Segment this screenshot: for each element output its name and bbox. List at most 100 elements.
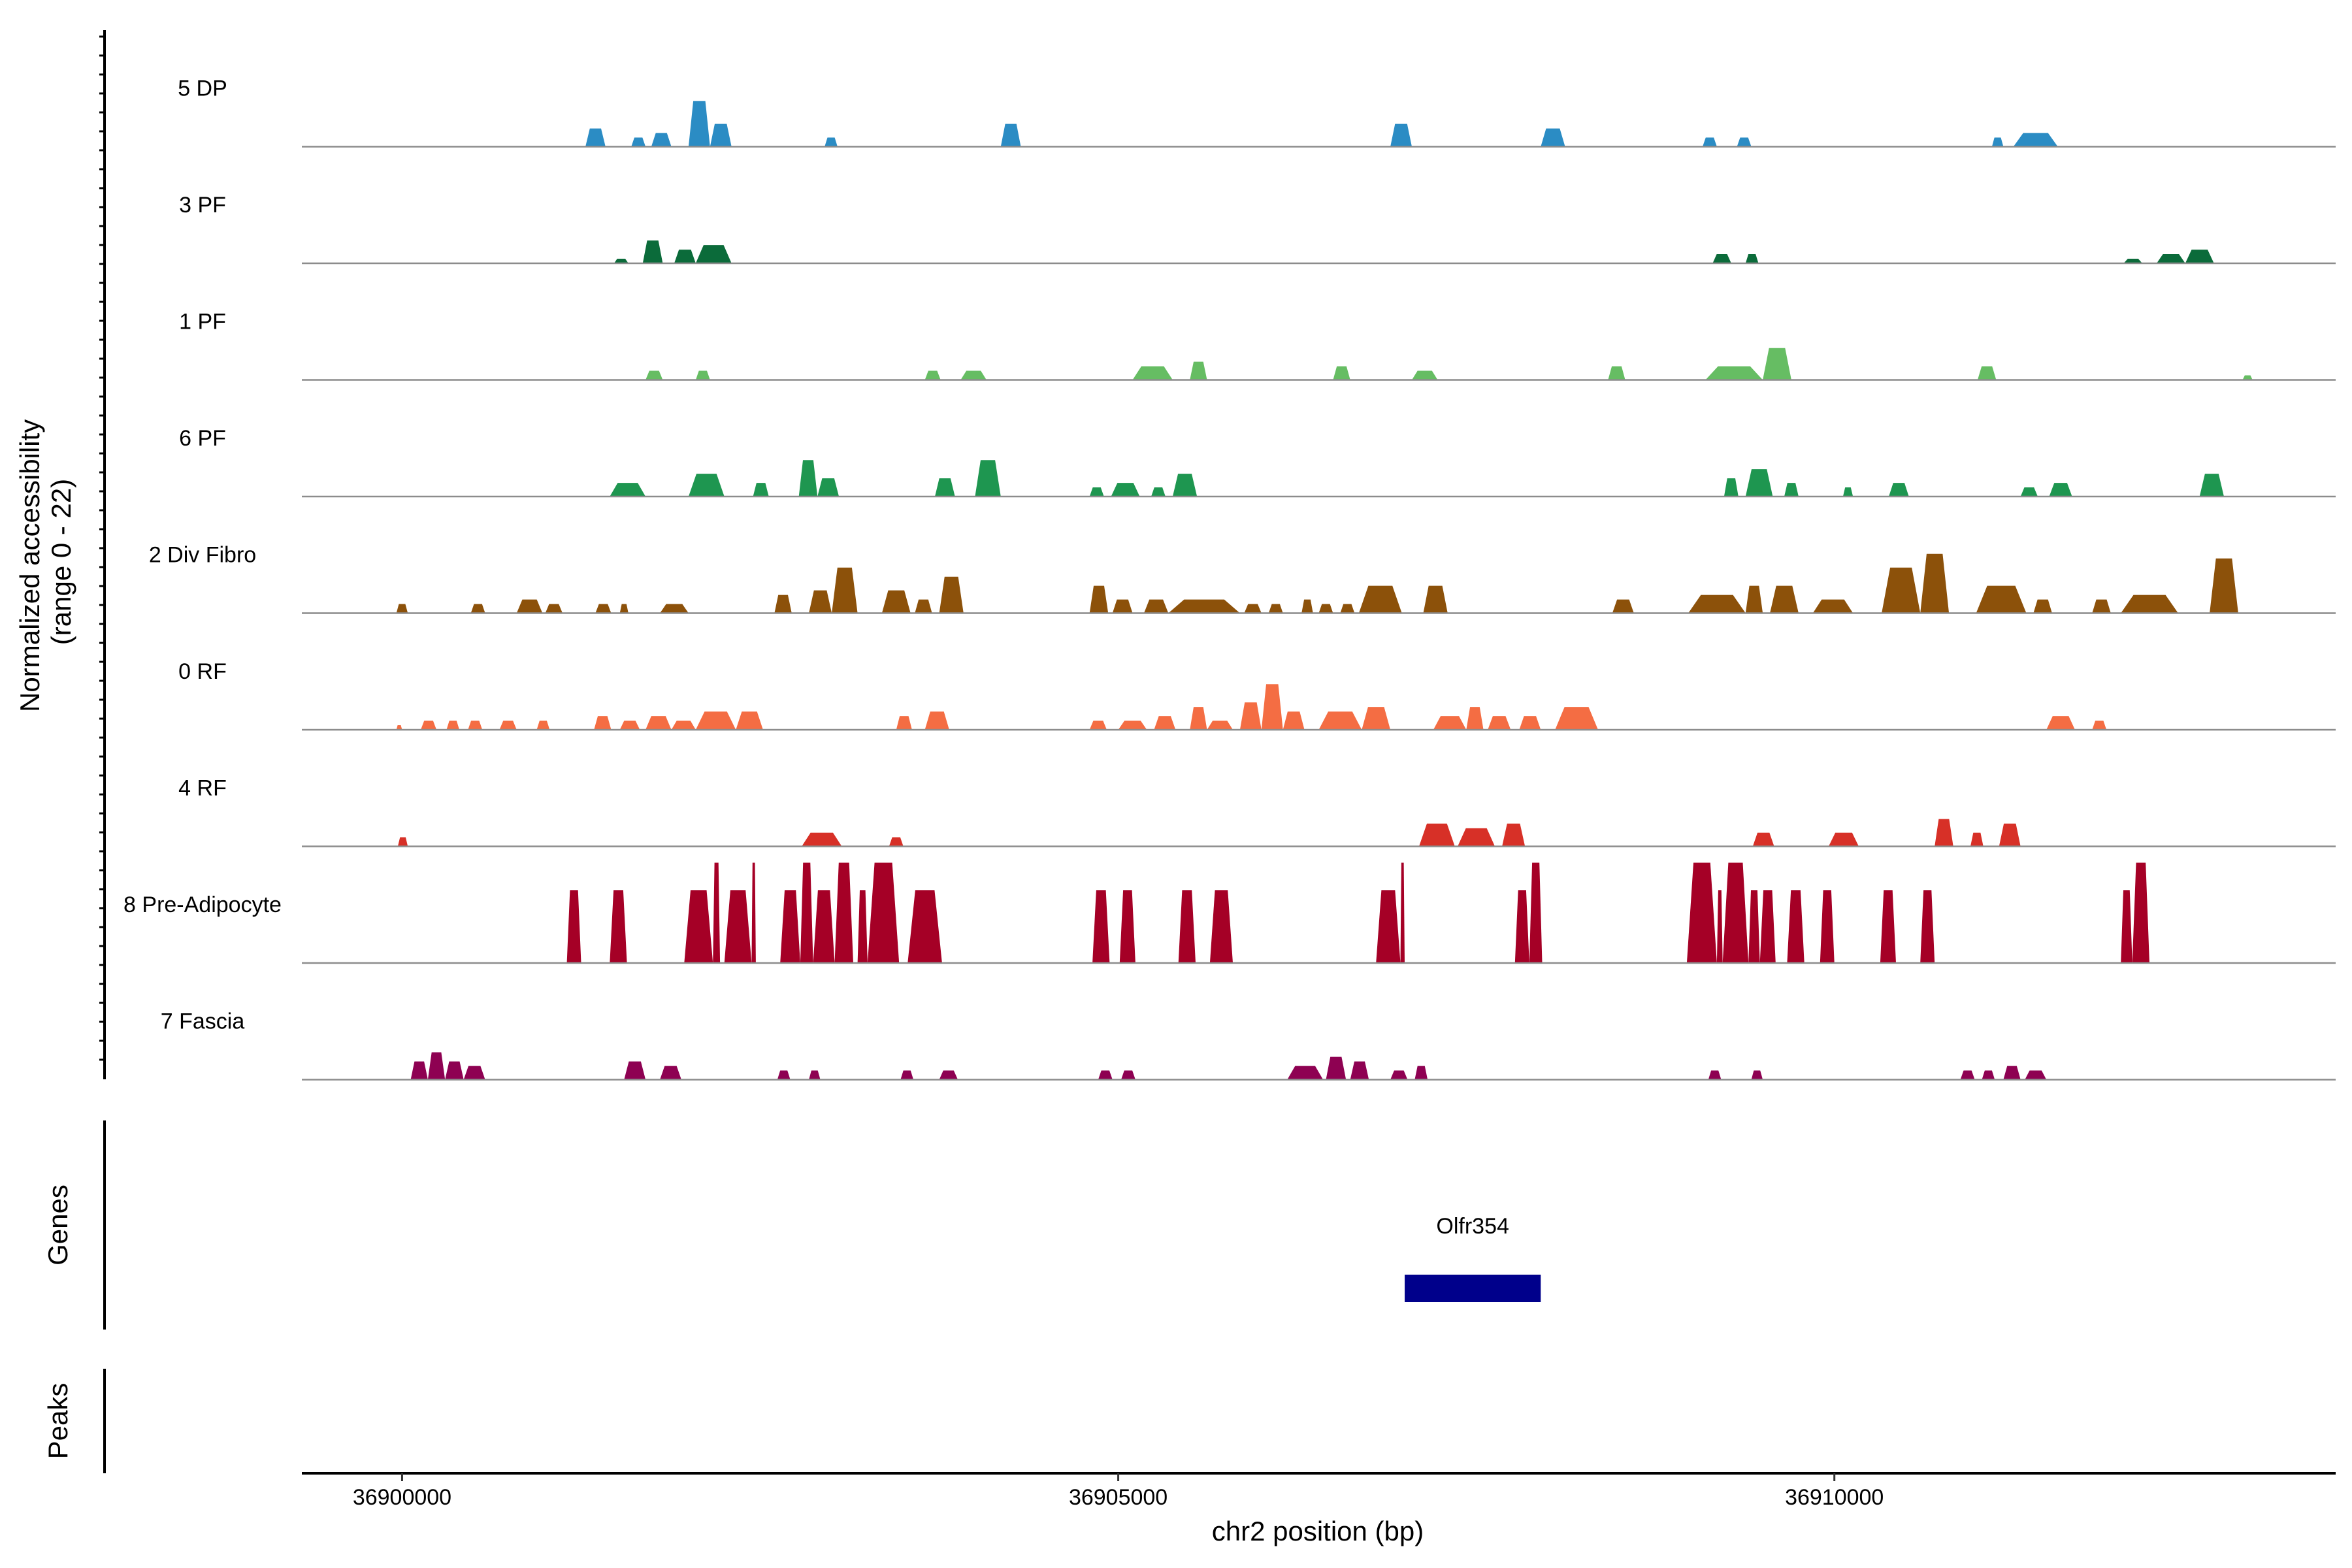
- coverage-peak: [1390, 123, 1412, 147]
- coverage-peak: [1118, 721, 1147, 730]
- track-label: 6 PF: [179, 426, 226, 451]
- coverage-peak: [1144, 599, 1169, 613]
- coverage-peak: [2020, 487, 2038, 497]
- coverage-peak: [774, 595, 792, 613]
- coverage-peak: [1784, 483, 1799, 497]
- coverage-peak: [1882, 567, 1921, 613]
- coverage-peak: [1168, 599, 1240, 613]
- coverage-peak: [1089, 721, 1107, 730]
- coverage-peak: [867, 862, 900, 963]
- coverage-peak: [396, 725, 402, 730]
- coverage-peak: [889, 837, 904, 847]
- coverage-peak: [751, 862, 756, 963]
- track-label: 3 PF: [179, 193, 226, 218]
- track-7: 4 RF: [178, 776, 2336, 847]
- track-1: 5 DP: [178, 76, 2336, 148]
- coverage-peak: [421, 721, 437, 730]
- coverage-peak: [499, 721, 517, 730]
- coverage-peak: [1770, 585, 1799, 613]
- coverage-peak: [410, 1061, 428, 1080]
- coverage-peak: [2092, 721, 2107, 730]
- coverage-peak: [1318, 604, 1333, 613]
- coverage-y-axis-ticks: [99, 35, 105, 1061]
- coverage-peak: [1751, 1070, 1763, 1080]
- coverage-peak: [1723, 478, 1739, 497]
- coverage-peak: [1261, 684, 1283, 730]
- coverage-peak: [2121, 890, 2132, 963]
- coverage-peak: [1812, 599, 1854, 613]
- coverage-tracks: 5 DP 3 PF 1 PF 6 PF 2 Div Fibro 0 RF 4 RF 8 Pre…: [123, 76, 2336, 1081]
- coverage-peak: [2157, 254, 2185, 263]
- coverage-peak: [1920, 553, 1950, 613]
- x-axis-tick-label: 36905000: [1069, 1485, 1168, 1510]
- coverage-peak: [1745, 469, 1773, 497]
- coverage-peak: [1977, 366, 1997, 380]
- coverage-peak: [1608, 366, 1625, 380]
- coverage-peak: [645, 370, 663, 380]
- coverage-peak: [1920, 890, 1935, 963]
- coverage-peak: [1828, 832, 1859, 847]
- coverage-peak: [1708, 1070, 1722, 1080]
- coverage-peak: [470, 604, 485, 613]
- coverage-peak: [939, 576, 964, 613]
- coverage-peak: [736, 711, 763, 730]
- coverage-peak: [1555, 707, 1598, 730]
- coverage-peak: [1098, 1070, 1113, 1080]
- coverage-peak: [619, 604, 629, 613]
- coverage-peak: [1612, 599, 1634, 613]
- track-6: 0 RF: [178, 659, 2336, 731]
- coverage-peak: [445, 1061, 464, 1080]
- coverage-peak: [1358, 585, 1402, 613]
- coverage-peak: [1541, 128, 1565, 147]
- coverage-peak: [1970, 832, 1984, 847]
- coverage-peak: [817, 478, 840, 497]
- coverage-peak: [1172, 474, 1198, 497]
- coverage-peak: [1514, 890, 1529, 963]
- coverage-peak: [1301, 599, 1313, 613]
- coverage-peak: [753, 483, 769, 497]
- gene-body: [1405, 1275, 1541, 1302]
- track-3: 1 PF: [179, 310, 2336, 381]
- coverage-peak: [1092, 890, 1110, 963]
- coverage-peak: [881, 590, 911, 613]
- coverage-peak: [1716, 890, 1723, 963]
- x-axis-tick-label: 36900000: [353, 1485, 451, 1510]
- coverage-peak: [1688, 595, 1746, 613]
- coverage-peak: [1999, 823, 2021, 847]
- coverage-peak: [900, 1070, 914, 1080]
- coverage-peak: [1419, 823, 1455, 847]
- coverage-peak: [1703, 137, 1717, 147]
- track-label: 5 DP: [178, 76, 227, 101]
- coverage-peak: [780, 890, 800, 963]
- coverage-peak: [1722, 862, 1749, 963]
- coverage-peak: [651, 133, 672, 147]
- coverage-peak: [1423, 585, 1448, 613]
- track-label: 7 Fascia: [161, 1009, 245, 1034]
- coverage-peak: [1935, 819, 1953, 847]
- coverage-peak: [915, 599, 932, 613]
- coverage-peak: [1745, 585, 1763, 613]
- coverage-peak: [1121, 1070, 1135, 1080]
- coverage-peak: [798, 460, 818, 497]
- coverage-peak: [624, 1061, 646, 1080]
- coverage-peak: [1268, 604, 1283, 613]
- coverage-peak: [1132, 366, 1173, 380]
- coverage-peak: [1763, 348, 1791, 380]
- coverage-peak: [566, 890, 581, 963]
- coverage-peak: [2199, 474, 2224, 497]
- y-axis-label: Normalized accessibility (range 0 - 22): [14, 412, 76, 712]
- coverage-peak: [585, 128, 606, 147]
- coverage-peak: [813, 890, 835, 963]
- coverage-peak: [2210, 558, 2238, 613]
- track-label: 2 Div Fibro: [149, 543, 256, 568]
- coverage-peak: [809, 1070, 821, 1080]
- coverage-peak: [713, 862, 721, 963]
- coverage-peak: [1190, 707, 1207, 730]
- coverage-peak: [1458, 828, 1495, 847]
- coverage-peak: [924, 711, 949, 730]
- coverage-peak: [1433, 716, 1467, 730]
- coverage-peak: [688, 101, 710, 147]
- coverage-peak: [2013, 133, 2058, 147]
- coverage-peak: [1362, 707, 1391, 730]
- coverage-peak: [1400, 862, 1405, 963]
